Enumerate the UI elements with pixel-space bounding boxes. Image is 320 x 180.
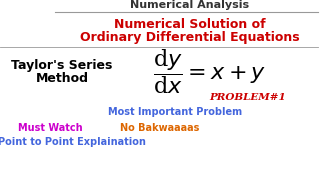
Text: Point to Point Explaination: Point to Point Explaination: [0, 137, 146, 147]
Text: Numerical Analysis: Numerical Analysis: [131, 0, 250, 10]
Text: Must Watch: Must Watch: [18, 123, 82, 133]
Text: Numerical Solution of: Numerical Solution of: [114, 19, 266, 32]
Text: No Bakwaaaas: No Bakwaaaas: [120, 123, 200, 133]
Text: $\dfrac{\mathregular{d}y}{\mathregular{d}x} = x + y$: $\dfrac{\mathregular{d}y}{\mathregular{d…: [153, 48, 267, 96]
Text: Taylor's Series: Taylor's Series: [11, 58, 113, 71]
Text: Method: Method: [36, 73, 89, 86]
Text: Ordinary Differential Equations: Ordinary Differential Equations: [80, 30, 300, 44]
Text: Most Important Problem: Most Important Problem: [108, 107, 242, 117]
Text: PROBLEM#1: PROBLEM#1: [210, 93, 286, 102]
